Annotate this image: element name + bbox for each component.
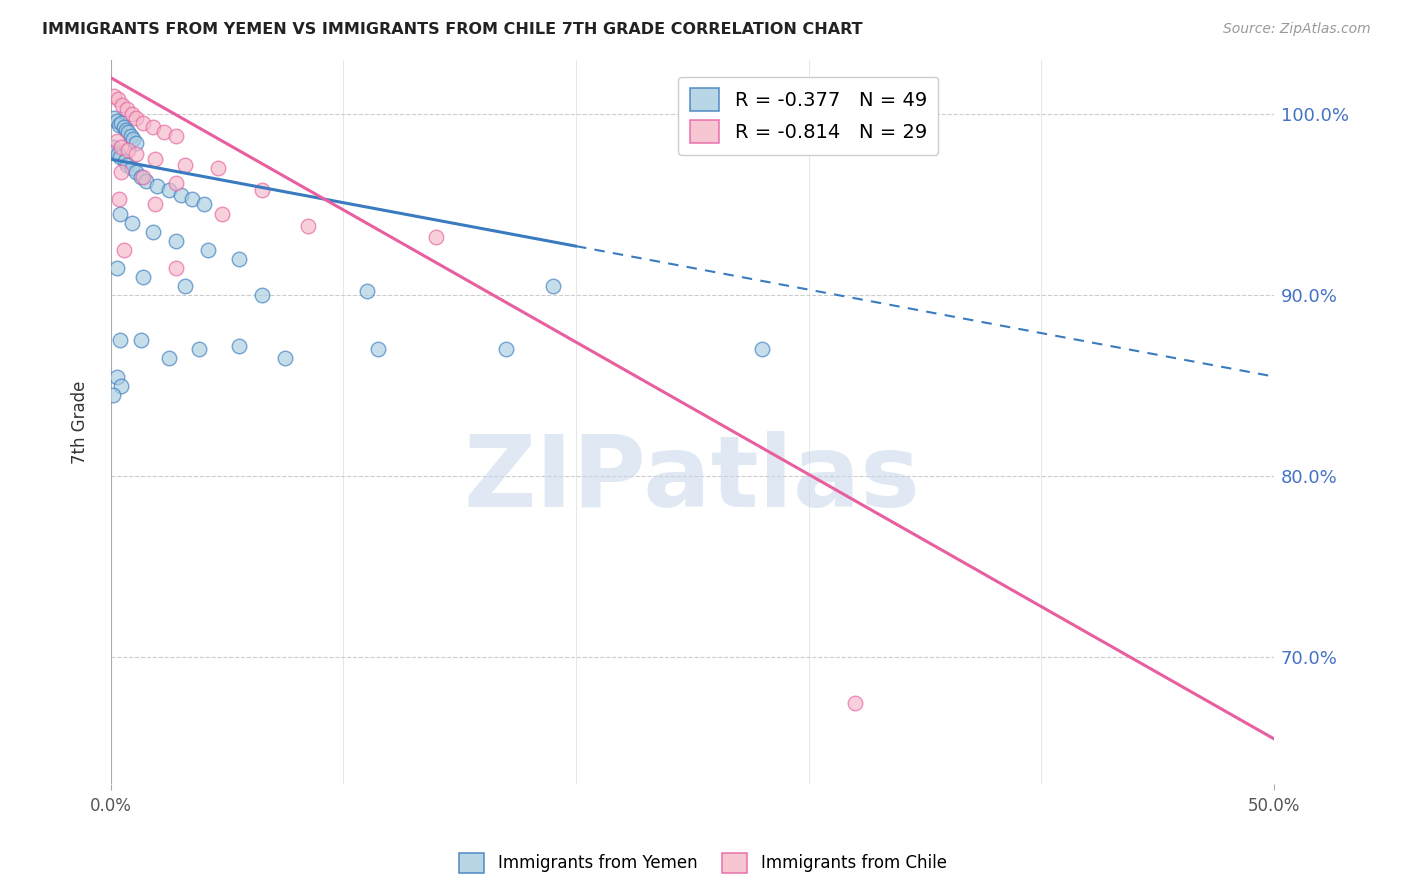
- Point: [121, 161, 143, 176]
- Point: [181, 192, 204, 206]
- Point: [110, 116, 132, 130]
- Point: [197, 243, 219, 257]
- Point: [114, 154, 136, 169]
- Point: [105, 114, 128, 128]
- Point: [108, 206, 131, 220]
- Point: [844, 696, 866, 710]
- Text: ZIPatlas: ZIPatlas: [464, 432, 921, 528]
- Point: [142, 120, 165, 134]
- Point: [174, 279, 197, 293]
- Point: [101, 139, 124, 153]
- Point: [153, 125, 176, 139]
- Point: [105, 134, 128, 148]
- Point: [115, 123, 138, 137]
- Point: [125, 146, 148, 161]
- Point: [193, 197, 215, 211]
- Point: [129, 170, 152, 185]
- Point: [297, 219, 319, 234]
- Point: [121, 216, 143, 230]
- Point: [115, 158, 138, 172]
- Point: [110, 378, 132, 392]
- Point: [108, 150, 131, 164]
- Point: [207, 161, 229, 176]
- Point: [110, 165, 132, 179]
- Point: [121, 107, 143, 121]
- Point: [250, 183, 273, 197]
- Point: [107, 146, 129, 161]
- Point: [101, 387, 124, 401]
- Point: [165, 128, 187, 143]
- Point: [117, 125, 139, 139]
- Point: [110, 139, 132, 153]
- Point: [157, 183, 180, 197]
- Point: [174, 158, 197, 172]
- Point: [112, 243, 135, 257]
- Point: [495, 343, 517, 357]
- Point: [108, 192, 131, 206]
- Point: [143, 152, 166, 166]
- Point: [117, 143, 139, 157]
- Point: [146, 179, 169, 194]
- Point: [121, 132, 143, 146]
- Point: [105, 260, 128, 275]
- Point: [165, 260, 187, 275]
- Point: [103, 88, 125, 103]
- Point: [129, 334, 152, 348]
- Point: [132, 170, 155, 185]
- Point: [541, 279, 564, 293]
- Point: [157, 351, 180, 366]
- Legend: R = -0.377   N = 49, R = -0.814   N = 29: R = -0.377 N = 49, R = -0.814 N = 29: [678, 77, 938, 154]
- Point: [108, 118, 131, 132]
- Point: [103, 111, 125, 125]
- Point: [112, 120, 135, 134]
- Point: [104, 145, 127, 159]
- Point: [120, 128, 142, 143]
- Point: [107, 92, 129, 106]
- Point: [165, 176, 187, 190]
- Point: [108, 334, 131, 348]
- Point: [356, 285, 378, 299]
- Point: [228, 252, 250, 266]
- Point: [169, 188, 191, 202]
- Point: [165, 234, 187, 248]
- Point: [135, 174, 157, 188]
- Text: Source: ZipAtlas.com: Source: ZipAtlas.com: [1223, 22, 1371, 37]
- Point: [751, 343, 773, 357]
- Point: [228, 339, 250, 353]
- Point: [115, 102, 138, 116]
- Point: [367, 343, 389, 357]
- Point: [274, 351, 297, 366]
- Y-axis label: 7th Grade: 7th Grade: [72, 380, 89, 464]
- Point: [132, 269, 155, 284]
- Point: [425, 230, 447, 244]
- Point: [125, 136, 148, 150]
- Point: [211, 206, 233, 220]
- Point: [250, 288, 273, 302]
- Point: [125, 111, 148, 125]
- Text: IMMIGRANTS FROM YEMEN VS IMMIGRANTS FROM CHILE 7TH GRADE CORRELATION CHART: IMMIGRANTS FROM YEMEN VS IMMIGRANTS FROM…: [42, 22, 863, 37]
- Legend: Immigrants from Yemen, Immigrants from Chile: Immigrants from Yemen, Immigrants from C…: [453, 847, 953, 880]
- Point: [125, 165, 148, 179]
- Point: [111, 98, 134, 112]
- Point: [142, 225, 165, 239]
- Point: [188, 343, 211, 357]
- Point: [132, 116, 155, 130]
- Point: [143, 197, 166, 211]
- Point: [105, 369, 128, 384]
